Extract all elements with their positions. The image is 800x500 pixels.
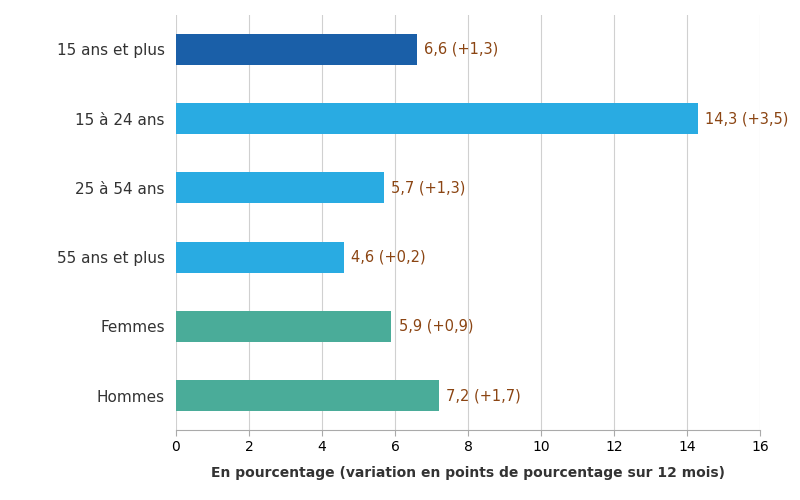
- Bar: [176, 103, 698, 134]
- Bar: [176, 242, 344, 272]
- Bar: [176, 311, 391, 342]
- Text: 6,6 (+1,3): 6,6 (+1,3): [424, 42, 498, 57]
- Text: 7,2 (+1,7): 7,2 (+1,7): [446, 388, 521, 403]
- X-axis label: En pourcentage (variation en points de pourcentage sur 12 mois): En pourcentage (variation en points de p…: [211, 466, 725, 479]
- Bar: [176, 380, 438, 411]
- Text: 4,6 (+0,2): 4,6 (+0,2): [351, 250, 426, 264]
- Text: 5,7 (+1,3): 5,7 (+1,3): [391, 180, 466, 196]
- Text: 5,9 (+0,9): 5,9 (+0,9): [398, 319, 473, 334]
- Bar: [176, 34, 417, 65]
- Text: 14,3 (+3,5): 14,3 (+3,5): [706, 111, 789, 126]
- Bar: [176, 172, 384, 204]
